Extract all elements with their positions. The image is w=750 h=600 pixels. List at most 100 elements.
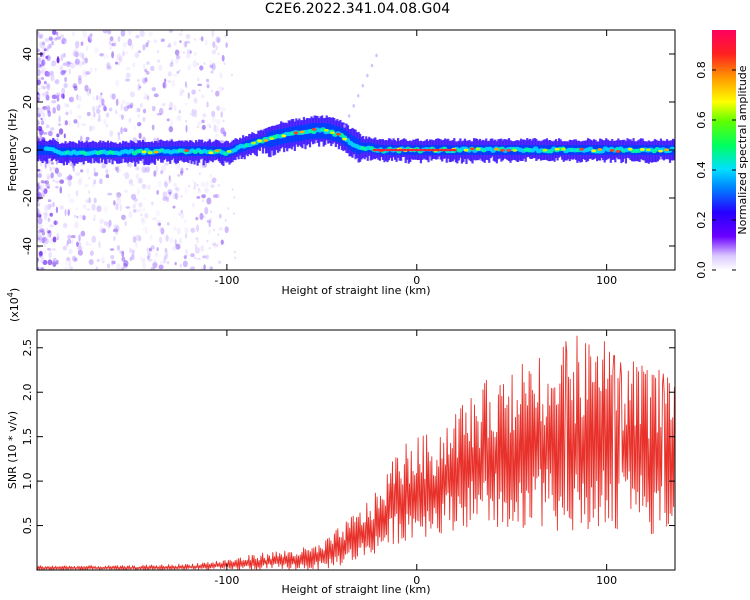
noise-speckle — [63, 119, 67, 126]
noise-speckle — [37, 57, 42, 64]
noise-speckle — [129, 102, 134, 109]
colorbar-tick-label: 0.2 — [695, 211, 708, 229]
noise-speckle — [128, 163, 133, 168]
noise-speckle — [117, 131, 120, 136]
noise-speckle — [91, 203, 96, 211]
ridge-hotspot — [251, 141, 256, 145]
noise-speckle — [180, 210, 183, 214]
noise-speckle — [92, 182, 95, 188]
noise-speckle — [67, 120, 72, 127]
noise-speckle — [93, 214, 97, 219]
noise-speckle — [56, 94, 60, 102]
noise-speckle — [139, 255, 142, 261]
noise-speckle — [42, 249, 47, 254]
noise-speckle — [77, 177, 83, 183]
noise-speckle — [124, 220, 127, 226]
spectrogram-marks — [37, 30, 675, 270]
noise-speckle — [128, 117, 132, 124]
noise-speckle — [160, 260, 164, 266]
noise-speckle — [206, 219, 212, 223]
noise-speckle — [39, 33, 44, 39]
noise-speckle — [39, 133, 43, 141]
snr-y-tick-label: 1.0 — [21, 472, 34, 490]
noise-speckle — [105, 168, 109, 175]
noise-speckle — [61, 40, 64, 44]
noise-speckle — [37, 76, 43, 81]
noise-speckle — [147, 40, 150, 44]
noise-speckle — [195, 216, 199, 221]
noise-speckle — [208, 246, 211, 250]
noise-speckle — [93, 197, 97, 204]
noise-speckle — [68, 68, 71, 75]
noise-speckle — [193, 186, 196, 190]
noise-speckle — [180, 195, 183, 198]
noise-speckle — [209, 217, 212, 221]
noise-speckle — [37, 266, 40, 270]
noise-speckle — [230, 73, 233, 77]
noise-speckle — [45, 183, 50, 188]
streak-speckle — [366, 73, 369, 78]
noise-speckle — [63, 83, 68, 89]
colorbar-tick-label: 0.6 — [695, 111, 708, 129]
noise-speckle — [178, 32, 184, 37]
noise-speckle — [199, 65, 204, 71]
noise-speckle — [44, 211, 48, 217]
noise-speckle — [51, 40, 54, 46]
noise-speckle — [159, 236, 163, 244]
noise-speckle — [86, 88, 91, 97]
noise-speckle — [102, 261, 105, 264]
noise-speckle — [158, 264, 164, 270]
noise-speckle — [223, 131, 226, 137]
noise-speckle — [67, 174, 72, 181]
noise-speckle — [120, 266, 124, 270]
noise-speckle — [182, 90, 185, 93]
noise-speckle — [98, 104, 101, 109]
noise-speckle — [75, 207, 78, 211]
noise-speckle — [47, 199, 52, 203]
noise-speckle — [82, 52, 85, 60]
noise-speckle — [189, 266, 196, 270]
noise-speckle — [222, 119, 225, 123]
noise-speckle — [231, 188, 234, 191]
noise-speckle — [171, 79, 176, 88]
noise-speckle — [98, 240, 101, 249]
ridge-hotspot — [443, 148, 449, 152]
noise-speckle — [115, 263, 121, 270]
noise-speckle — [56, 31, 59, 36]
noise-speckle — [103, 106, 108, 112]
noise-speckle — [50, 62, 56, 67]
noise-speckle — [192, 108, 197, 114]
noise-speckle — [185, 187, 188, 195]
noise-speckle — [164, 254, 168, 260]
colorbar-ticks: 0.0 0.2 0.4 0.6 0.8 — [695, 61, 736, 279]
noise-speckle — [47, 259, 53, 266]
noise-speckle — [96, 95, 99, 101]
noise-speckle — [206, 78, 210, 83]
noise-speckle — [85, 136, 90, 141]
noise-speckle — [194, 99, 197, 102]
noise-speckle — [75, 60, 81, 66]
noise-speckle — [147, 258, 153, 262]
noise-speckle — [135, 107, 139, 113]
ridge-hotspot — [439, 148, 445, 152]
noise-speckle — [71, 238, 74, 245]
noise-speckle — [67, 61, 72, 65]
noise-speckle — [76, 241, 79, 247]
ridge-hotspot — [418, 148, 424, 152]
noise-speckle — [73, 119, 78, 124]
noise-speckle — [187, 92, 191, 99]
noise-speckle — [141, 217, 145, 223]
noise-speckle — [41, 59, 45, 66]
noise-speckle — [120, 126, 123, 135]
snr-frame — [36, 329, 676, 571]
spectrogram-y-tick-label: -20 — [21, 189, 34, 207]
noise-speckle — [201, 119, 205, 124]
noise-speckle — [217, 183, 220, 187]
noise-speckle — [79, 135, 83, 143]
ridge-hotspot — [469, 147, 475, 151]
ridge-hotspot — [406, 148, 411, 152]
noise-speckle — [112, 228, 118, 233]
noise-speckle — [164, 162, 169, 166]
noise-speckle — [186, 40, 189, 44]
ridge-hotspot — [269, 137, 275, 140]
